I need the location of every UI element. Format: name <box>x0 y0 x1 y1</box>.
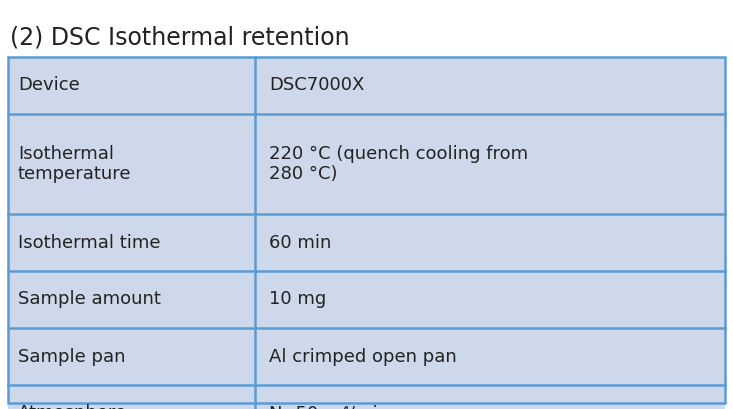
Text: Atmosphere: Atmosphere <box>18 405 127 409</box>
Bar <box>255 271 725 328</box>
Bar <box>8 214 255 271</box>
Text: N₂ 50 mℓ/min: N₂ 50 mℓ/min <box>269 405 389 409</box>
Text: Device: Device <box>18 76 80 94</box>
Bar <box>255 385 725 409</box>
Bar <box>255 214 725 271</box>
Text: 220 °C (quench cooling from
280 °C): 220 °C (quench cooling from 280 °C) <box>269 145 528 183</box>
Bar <box>8 271 255 328</box>
Text: Isothermal time: Isothermal time <box>18 234 161 252</box>
Text: DSC7000X: DSC7000X <box>269 76 365 94</box>
Bar <box>255 57 725 114</box>
Text: Al crimped open pan: Al crimped open pan <box>269 348 457 366</box>
Bar <box>8 114 255 214</box>
Text: Sample pan: Sample pan <box>18 348 125 366</box>
Bar <box>8 328 255 385</box>
Bar <box>8 57 725 403</box>
Text: (2) DSC Isothermal retention: (2) DSC Isothermal retention <box>10 25 350 49</box>
Bar <box>255 114 725 214</box>
Text: Sample amount: Sample amount <box>18 290 161 308</box>
Bar <box>255 328 725 385</box>
Text: Isothermal
temperature: Isothermal temperature <box>18 145 131 183</box>
Bar <box>8 57 255 114</box>
Bar <box>8 385 255 409</box>
Text: 10 mg: 10 mg <box>269 290 327 308</box>
Text: 60 min: 60 min <box>269 234 332 252</box>
